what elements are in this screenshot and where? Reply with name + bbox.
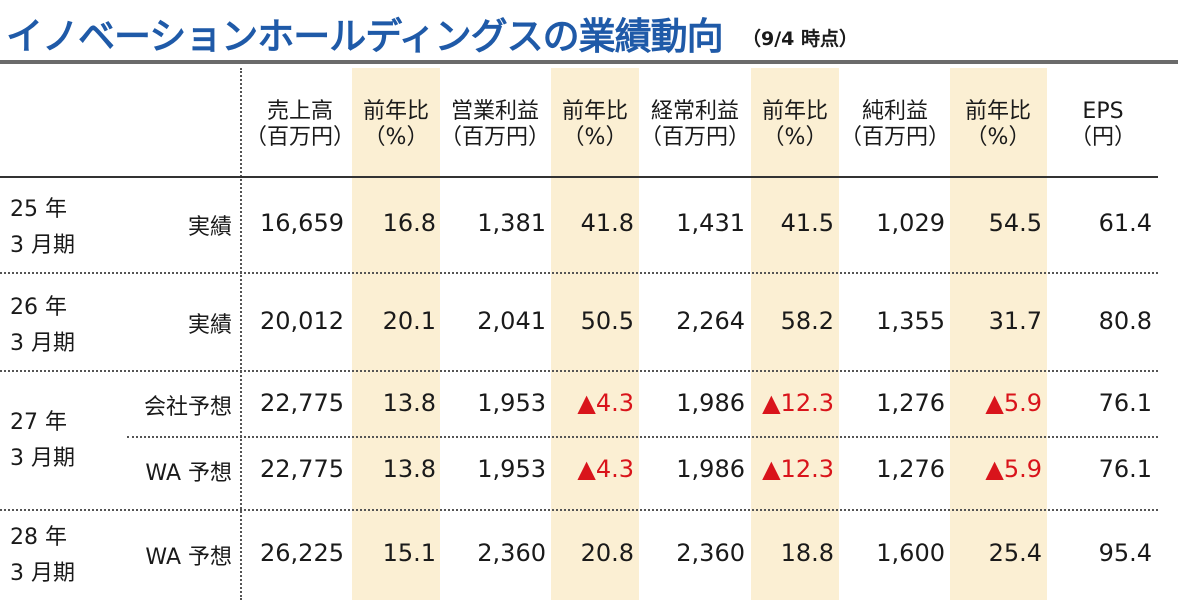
fiscal-period-label: 26 年 3 月期 [10,295,75,356]
yoy-highlight-column [551,68,639,600]
table-cell: 80.8 [1098,307,1152,335]
fiscal-period-label: 27 年 3 月期 [10,410,75,471]
table-cell: 54.5 [988,209,1042,237]
column-header-unit: （%） [762,125,828,150]
row-divider [127,436,1158,438]
table-cell: 26,225 [260,539,344,567]
column-header-label: 経常利益 [650,99,739,124]
column-header: 前年比 （%） [341,99,451,151]
column-header-unit: （%） [965,125,1031,150]
table-cell: 1,953 [477,389,546,417]
table-cell: ▲12.3 [762,389,834,417]
table-cell: 20.8 [580,539,634,567]
table-cell: 22,775 [260,455,344,483]
row-type-label: WA 予想 [145,545,232,570]
column-header-label: 純利益 [861,99,928,124]
fiscal-period-label: 28 年 3 月期 [10,525,75,586]
column-header-label: 前年比 [362,99,429,124]
column-header: 営業利益 （百万円） [440,99,550,151]
row-divider [0,370,1158,372]
table-cell: 18.8 [780,539,834,567]
table-cell: ▲12.3 [762,455,834,483]
column-header-label: 前年比 [561,99,628,124]
table-cell: ▲5.9 [985,389,1042,417]
table-cell: 41.5 [780,209,834,237]
table-cell: 1,953 [477,455,546,483]
table-cell: 1,600 [876,539,945,567]
row-type-label: 実績 [187,215,232,240]
column-header-label: 売上高 [266,99,333,124]
column-header: 前年比 （%） [943,99,1053,151]
table-cell: 1,276 [876,455,945,483]
column-header-unit: （百万円） [640,125,751,150]
table-cell: 13.8 [382,455,436,483]
column-header-label: 営業利益 [450,99,539,124]
table-cell: 16.8 [382,209,436,237]
table-cell: 1,986 [676,455,745,483]
table-cell: ▲5.9 [985,455,1042,483]
column-header-label: EPS [1082,99,1124,124]
table-cell: 95.4 [1098,539,1152,567]
table-cell: 2,264 [676,307,745,335]
table-cell: 50.5 [580,307,634,335]
table-cell: 15.1 [382,539,436,567]
column-header-label: 前年比 [964,99,1031,124]
column-header: 売上高 （百万円） [245,99,355,151]
table-cell: 1,276 [876,389,945,417]
table-cell: 1,381 [477,209,546,237]
table-cell: ▲4.3 [577,389,634,417]
table-cell: 2,360 [477,539,546,567]
table-cell: 76.1 [1098,389,1152,417]
column-header: 前年比 （%） [540,99,650,151]
table-cell: ▲4.3 [577,455,634,483]
table-cell: 58.2 [780,307,834,335]
table-cell: 20.1 [382,307,436,335]
yoy-highlight-column [352,68,440,600]
column-header-unit: （%） [562,125,628,150]
row-type-label: WA 予想 [145,461,232,486]
as-of-date: （9/4 時点） [742,28,858,50]
title-rule [0,60,1178,64]
column-header-unit: （百万円） [440,125,551,150]
table-cell: 1,986 [676,389,745,417]
column-header: 経常利益 （百万円） [640,99,750,151]
header-rule [0,176,1158,178]
yoy-highlight-column [950,68,1047,600]
table-cell: 2,041 [477,307,546,335]
table-cell: 13.8 [382,389,436,417]
column-header-unit: （百万円） [245,125,356,150]
table-cell: 25.4 [988,539,1042,567]
column-header: 前年比 （%） [740,99,850,151]
table-cell: 22,775 [260,389,344,417]
column-header-unit: （百万円） [840,125,951,150]
table-cell: 76.1 [1098,455,1152,483]
column-header-label: 前年比 [761,99,828,124]
column-divider [240,68,242,600]
table-cell: 31.7 [988,307,1042,335]
table-cell: 20,012 [260,307,344,335]
table-cell: 61.4 [1098,209,1152,237]
page-title: イノベーションホールディングスの業績動向 [6,15,724,58]
table-cell: 41.8 [580,209,634,237]
column-header: EPS （円） [1048,99,1158,151]
table-cell: 2,360 [676,539,745,567]
column-header-unit: （%） [363,125,429,150]
table-cell: 16,659 [260,209,344,237]
row-type-label: 会社予想 [143,395,232,420]
yoy-highlight-column [751,68,839,600]
row-divider [0,509,1158,511]
table-cell: 1,029 [876,209,945,237]
column-header-unit: （円） [1069,125,1136,150]
table-cell: 1,431 [676,209,745,237]
fiscal-period-label: 25 年 3 月期 [10,197,75,258]
column-header: 純利益 （百万円） [840,99,950,151]
table-cell: 1,355 [876,307,945,335]
row-divider [0,272,1158,274]
row-type-label: 実績 [187,313,232,338]
